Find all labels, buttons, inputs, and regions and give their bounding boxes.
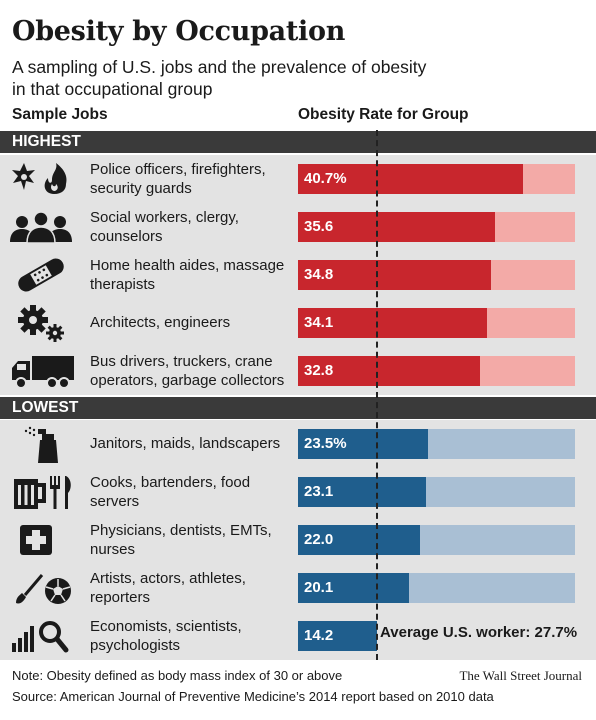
- bar: 23.5%: [298, 429, 429, 459]
- bandage-icon: [8, 256, 78, 294]
- bar: 35.6: [298, 212, 496, 242]
- bar-value-label: 14.2: [304, 627, 334, 644]
- category-label: Economists, scientists, psychologists: [90, 618, 242, 654]
- bar: 34.1: [298, 308, 487, 338]
- average-reference-line: [376, 130, 378, 660]
- category-label: Architects, engineers: [90, 314, 231, 331]
- bar: 40.7%: [298, 164, 524, 194]
- chart-title: Obesity by Occupation: [12, 16, 346, 47]
- people-icon: [8, 208, 78, 246]
- category-label: Police officers, firefighters, security …: [90, 161, 266, 197]
- bar-row: Architects, engineers 34.1: [0, 299, 596, 347]
- category-label: Artists, actors, athletes, reporters: [90, 570, 246, 606]
- bar-row: Janitors, maids, landscapers 23.5%: [0, 420, 596, 468]
- average-label: Average U.S. worker: 27.7%: [380, 624, 578, 641]
- bar-value-label: 20.1: [304, 579, 334, 596]
- gears-icon: [8, 304, 78, 342]
- category-label: Physicians, dentists, EMTs, nurses: [90, 522, 272, 558]
- bar-row: Social workers, clergy, counselors 35.6: [0, 203, 596, 251]
- bars-magnifier-icon: [8, 617, 78, 655]
- bar-row: Home health aides, massage therapists 34.…: [0, 251, 596, 299]
- section-band-highest: HIGHEST: [0, 131, 596, 153]
- section-band-lowest: LOWEST: [0, 397, 596, 419]
- footnote: Note: Obesity defined as body mass index…: [12, 668, 343, 683]
- source-note: Source: American Journal of Preventive M…: [12, 689, 494, 704]
- chart-subtitle: A sampling of U.S. jobs and the prevalen…: [12, 57, 427, 99]
- truck-icon: [8, 352, 78, 390]
- bar: 32.8: [298, 356, 480, 386]
- bar-value-label: 32.8: [304, 362, 334, 379]
- bar-value-label: 23.5%: [304, 435, 347, 452]
- mug-fork-knife-icon: [8, 473, 78, 511]
- bar-row: Bus drivers, truckers, crane operators, …: [0, 347, 596, 395]
- column-header-rate: Obesity Rate for Group: [298, 106, 469, 123]
- bar: 23.1: [298, 477, 426, 507]
- bar-row: Physicians, dentists, EMTs, nurses 22.0: [0, 516, 596, 564]
- bar-row: Economists, scientists, psychologists 14.…: [0, 612, 596, 660]
- brush-ball-icon: [8, 569, 78, 607]
- publisher-credit: The Wall Street Journal: [459, 668, 582, 683]
- bar: 14.2: [298, 621, 377, 651]
- bar-value-label: 23.1: [304, 483, 334, 500]
- category-label: Bus drivers, truckers, crane operators, …: [90, 353, 285, 389]
- bar: 20.1: [298, 573, 410, 603]
- column-header-jobs: Sample Jobs: [12, 106, 108, 123]
- badge-flame-icon: [8, 160, 78, 198]
- bar-row: Artists, actors, athletes, reporters 20.1: [0, 564, 596, 612]
- category-label: Home health aides, massage therapists: [90, 257, 285, 293]
- spray-bottle-icon: [8, 425, 78, 463]
- bar: 34.8: [298, 260, 491, 290]
- bar-value-label: 22.0: [304, 531, 334, 548]
- bar: 22.0: [298, 525, 420, 555]
- category-label: Social workers, clergy, counselors: [90, 209, 239, 245]
- bar-value-label: 34.1: [304, 314, 334, 331]
- medical-cross-icon: [8, 521, 78, 559]
- bar-value-label: 35.6: [304, 218, 334, 235]
- bar-row: Police officers, firefighters, security …: [0, 155, 596, 203]
- bar-value-label: 34.8: [304, 266, 334, 283]
- category-label: Janitors, maids, landscapers: [90, 435, 281, 452]
- category-label: Cooks, bartenders, food servers: [90, 474, 251, 510]
- bar-row: Cooks, bartenders, food servers 23.1: [0, 468, 596, 516]
- bar-value-label: 40.7%: [304, 170, 347, 187]
